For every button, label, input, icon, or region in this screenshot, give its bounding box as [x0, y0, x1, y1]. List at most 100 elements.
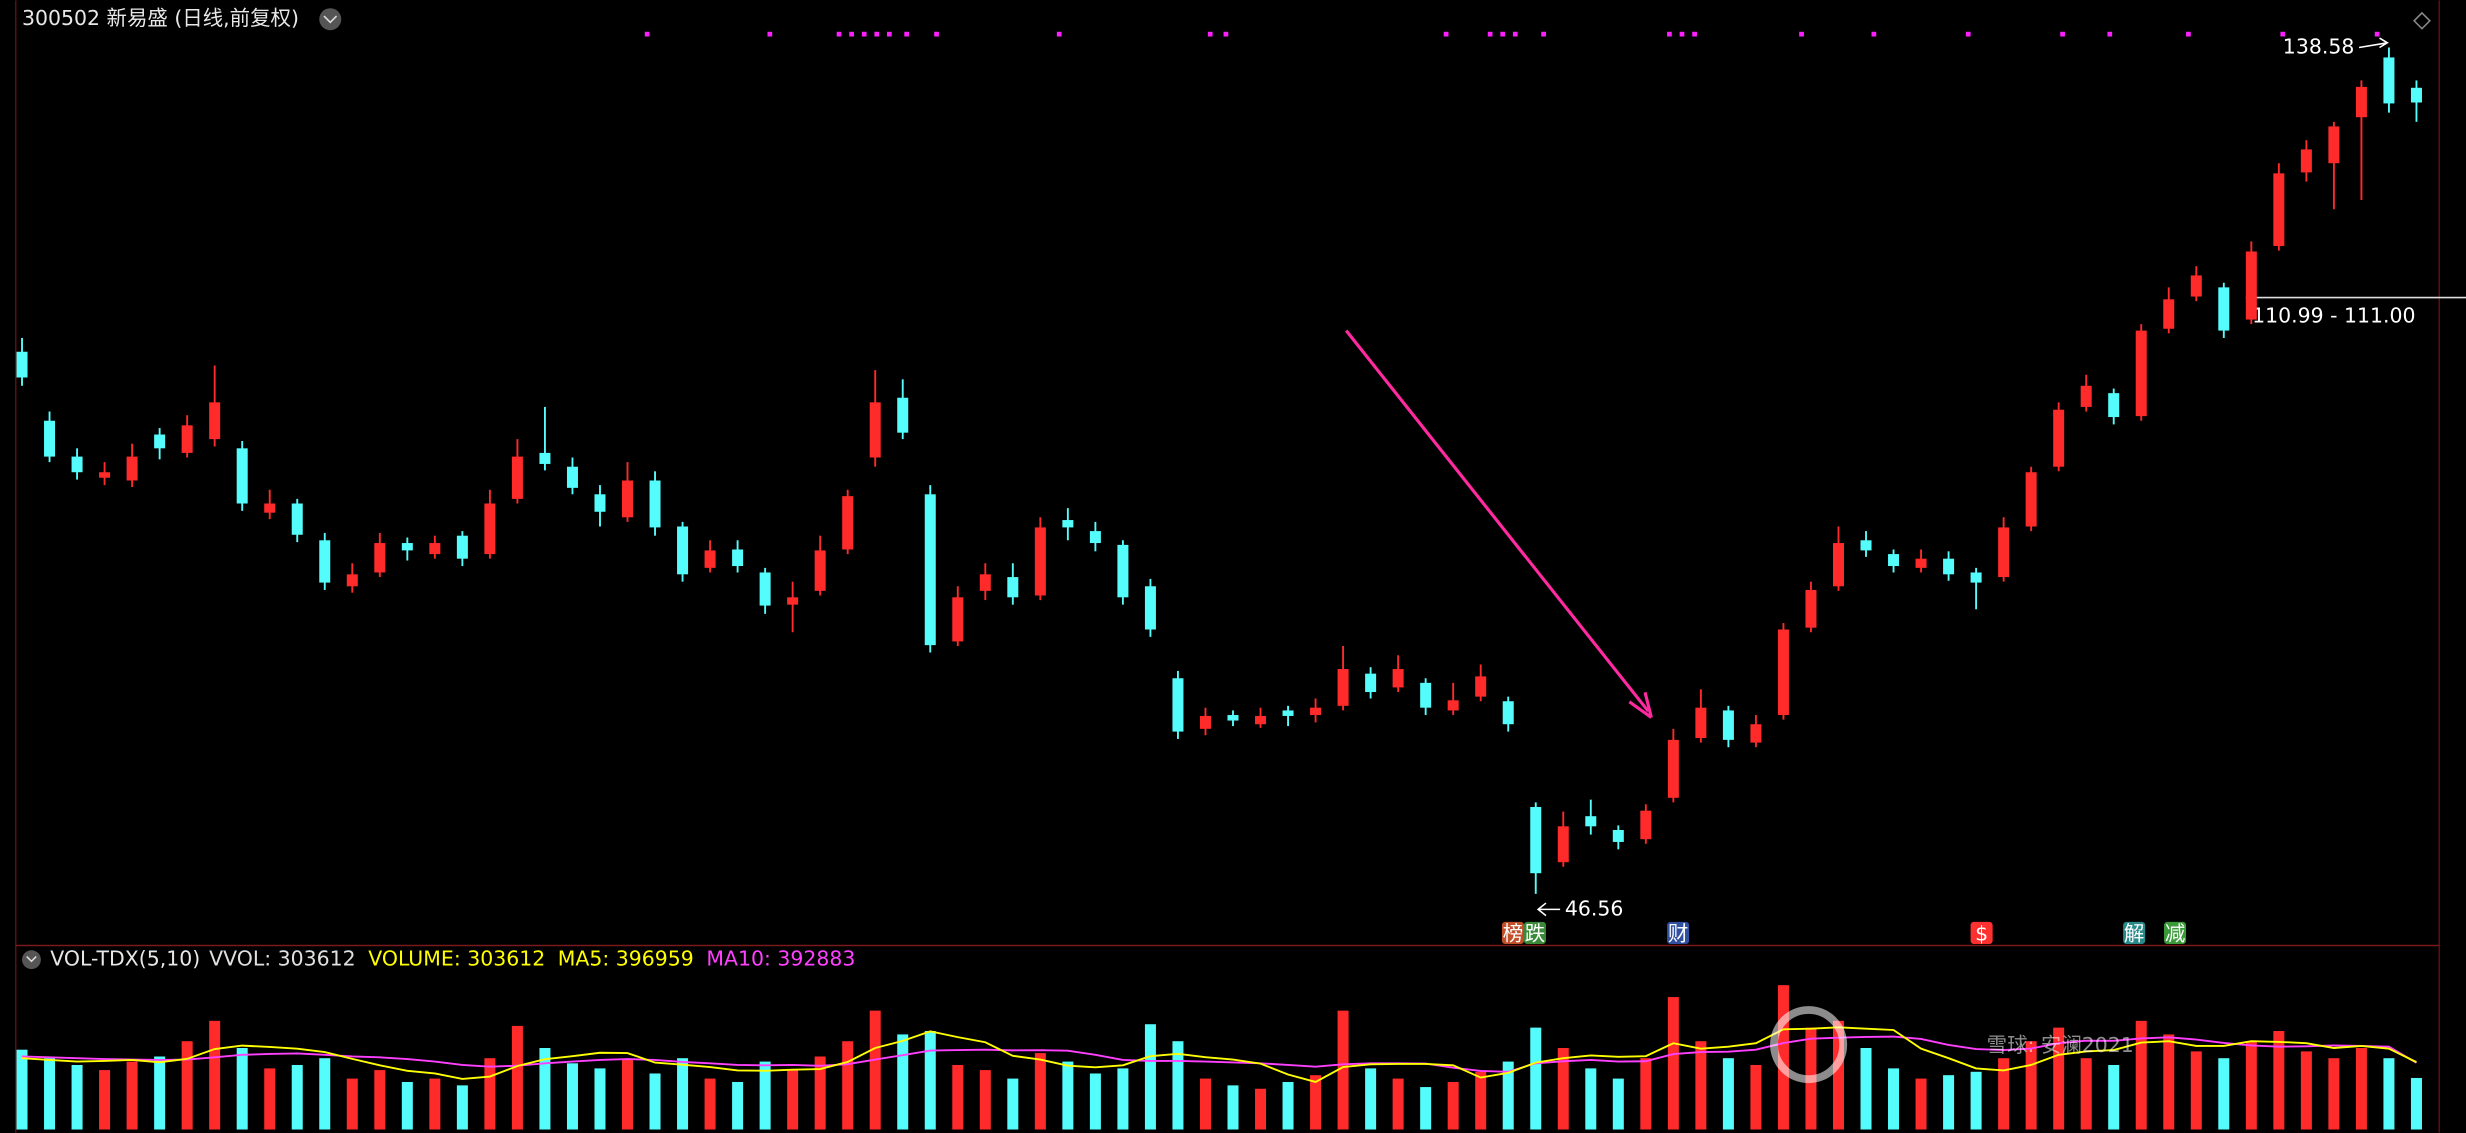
volume-bar — [1117, 1068, 1129, 1130]
volume-bar — [1750, 1064, 1762, 1130]
candle-body — [1722, 710, 1734, 740]
candle-body — [1612, 829, 1624, 842]
trend-arrow-head — [1628, 691, 1653, 719]
volume-bar — [1034, 1053, 1046, 1130]
volume-bar — [2273, 1031, 2285, 1130]
candle-body — [291, 503, 303, 535]
candle-body — [1530, 807, 1542, 874]
volume-bar — [1640, 1058, 1652, 1130]
corner-icon[interactable] — [2412, 11, 2431, 30]
volume-bar — [401, 1081, 413, 1130]
volume-bar — [1172, 1041, 1184, 1130]
candle-body — [732, 549, 744, 567]
candle-body — [1915, 558, 1927, 568]
volume-bar — [2190, 1051, 2202, 1130]
candle-body — [2135, 330, 2147, 417]
volume-bar — [319, 1058, 331, 1130]
volume-bar — [622, 1059, 634, 1130]
volume-bar — [649, 1073, 661, 1130]
volume-bar — [2300, 1051, 2312, 1130]
event-dot — [887, 31, 892, 37]
candle-body — [704, 550, 716, 568]
volume-bar — [2245, 1041, 2257, 1130]
candle-body — [374, 543, 386, 573]
candle-body — [1199, 715, 1211, 729]
event-dot — [904, 31, 910, 37]
event-dot — [1667, 31, 1672, 37]
volume-bar — [2383, 1058, 2395, 1130]
high-label: 138.58 — [2283, 35, 2355, 59]
candle-body — [539, 452, 551, 464]
candle-body — [924, 494, 936, 646]
volume-bar — [2080, 1058, 2092, 1130]
event-dot — [767, 31, 773, 37]
candle-body — [1502, 701, 1514, 725]
candle-body — [594, 494, 606, 512]
candle-body — [1310, 707, 1322, 716]
badge: 解 — [2124, 922, 2144, 946]
volume-bar — [484, 1058, 496, 1130]
volume-bar — [374, 1070, 386, 1130]
event-dot — [2280, 31, 2286, 37]
candle-body — [2410, 87, 2422, 103]
candle-body — [126, 456, 138, 481]
candle-body — [2383, 57, 2395, 104]
legend-entry: VVOL: 303612 — [209, 947, 355, 971]
candle-body — [1943, 558, 1955, 575]
candle-body — [99, 472, 111, 478]
candle-body — [484, 503, 496, 555]
event-dot — [1487, 31, 1493, 37]
candle-body — [1585, 816, 1597, 827]
candle-body — [1007, 577, 1019, 598]
candle-body — [1172, 678, 1184, 732]
candle-body — [979, 574, 991, 591]
volume-bar — [1007, 1078, 1019, 1130]
badge-bg — [1970, 921, 1993, 944]
candle-body — [1888, 554, 1900, 567]
volume-bar — [1585, 1068, 1597, 1130]
candle-body — [2328, 126, 2340, 164]
volume-dropdown[interactable] — [22, 950, 41, 970]
event-dot — [1541, 31, 1546, 37]
volume-bar — [429, 1078, 441, 1130]
event-dot — [1207, 31, 1213, 37]
volume-bar — [979, 1070, 991, 1130]
candle-body — [952, 597, 964, 642]
volume-bar — [1392, 1078, 1404, 1130]
candle-body — [2273, 173, 2285, 246]
volume-bar — [1777, 985, 1789, 1130]
event-dot — [1443, 31, 1449, 37]
title-dropdown[interactable] — [319, 8, 342, 31]
volume-bar — [1998, 1058, 2010, 1130]
badge-bg — [2123, 921, 2146, 944]
candle-body — [1144, 586, 1156, 630]
low-arrow — [1536, 902, 1561, 917]
volume-bar — [732, 1081, 744, 1130]
volume-bar — [1447, 1081, 1459, 1130]
candle-body — [1860, 540, 1872, 551]
candle-body — [429, 543, 441, 555]
candle-body — [346, 574, 358, 587]
volume-bar — [209, 1020, 221, 1130]
volume-bar — [1943, 1075, 1955, 1130]
candle-body — [1557, 826, 1569, 863]
badge-bg — [1501, 921, 1524, 944]
volume-bar — [704, 1078, 716, 1130]
volume-bar — [1089, 1073, 1101, 1130]
event-dot — [2107, 31, 2113, 37]
candle-body — [1337, 669, 1349, 706]
volume-bar — [924, 1031, 936, 1130]
candle-body — [319, 540, 331, 583]
event-dot — [1500, 31, 1506, 37]
volume-bar — [1888, 1068, 1900, 1130]
candle-body — [1117, 544, 1129, 598]
candle-body — [2190, 275, 2202, 297]
event-dot — [934, 31, 939, 37]
candle-body — [1227, 715, 1239, 721]
badge: $ — [1975, 922, 1988, 946]
event-dot — [874, 31, 880, 37]
badge: 榜 — [1503, 922, 1523, 946]
candle-body — [1282, 710, 1294, 716]
candle-body — [1062, 520, 1074, 528]
event-dot — [1799, 31, 1804, 37]
